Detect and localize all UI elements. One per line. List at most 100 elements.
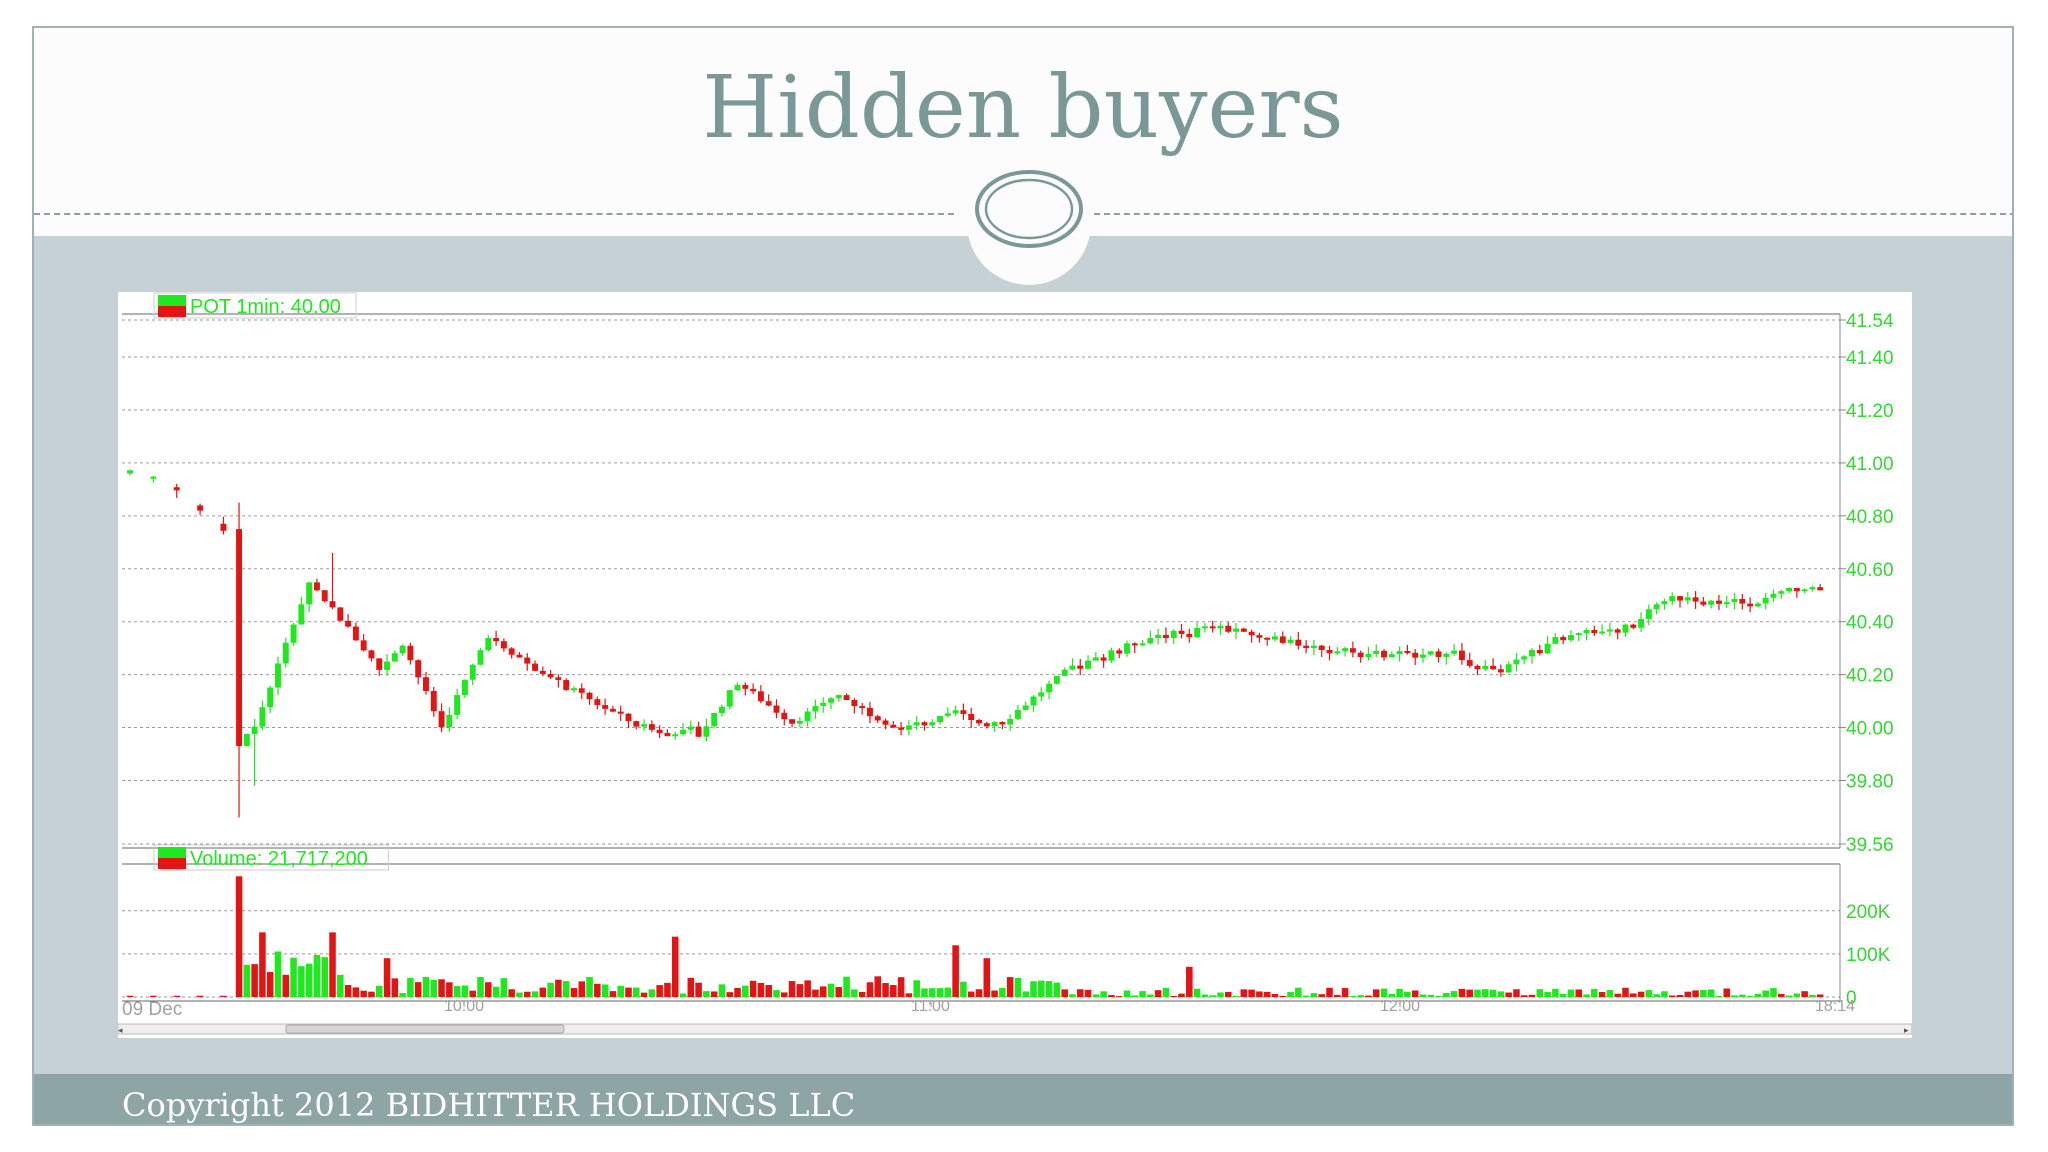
candle-body [687,726,694,730]
candle-body [843,695,850,700]
volume-bar [383,958,391,997]
volume-bar [1263,991,1271,997]
volume-tick-label: 100K [1846,945,1891,966]
candle-body [1233,628,1239,632]
volume-bar [259,932,266,997]
volume-bar [1754,993,1762,997]
candle-body [197,505,204,511]
volume-bar [656,985,663,997]
candle-body [1030,696,1037,706]
volume-bar [1006,977,1014,997]
candle-body [594,699,601,706]
horizontal-scrollbar[interactable]: ◂ ▸ [118,1023,1912,1035]
price-tick-label: 40.60 [1846,560,1894,581]
volume-bar [1162,987,1170,997]
volume-bar [1801,991,1808,997]
volume-bar [1302,995,1310,997]
volume-bar [1630,993,1637,997]
candle-body [968,713,975,720]
scrollbar-thumb[interactable] [285,1024,565,1034]
candle-body [1451,650,1458,654]
candle-body [641,724,648,727]
candle-body [1310,645,1317,649]
candle-body [1404,651,1411,654]
volume-bar [1661,991,1668,997]
volume-bar [531,991,539,997]
volume-bar [1544,991,1551,997]
volume-bar [1334,994,1341,997]
candle-body [251,726,258,735]
candle-body [781,712,788,720]
candle-body [921,722,928,726]
volume-bar [975,989,983,997]
volume-bar [1591,988,1598,997]
candle-body [1287,639,1294,643]
volume-bar [1411,990,1419,997]
candle-body [1373,650,1380,655]
candle-body [1264,637,1271,640]
candle-body [664,733,671,737]
volume-bar [1123,990,1131,997]
candle-body [874,716,881,721]
legend-swatch-down [158,306,186,317]
volume-bar [1793,993,1801,997]
candle-body [734,684,741,691]
candle-body [1568,635,1574,641]
candle-body [173,487,180,491]
volume-bar [344,985,352,997]
volume-bar [1404,991,1411,997]
volume-bar [555,979,562,997]
candle-body [1334,651,1341,654]
volume-bar [960,981,967,997]
volume-bar [866,982,874,997]
volume-bar [1816,994,1824,997]
volume-bar [220,995,227,997]
volume-bar [1248,989,1255,997]
candle-body [1638,619,1645,628]
volume-bar [1310,993,1318,997]
volume-bar [1318,994,1325,997]
candle-body [1357,652,1364,658]
candle-body [1482,665,1489,670]
volume-bar [1528,994,1536,997]
volume-bar [399,993,406,997]
volume-bar [1224,991,1232,997]
volume-bar [492,986,500,997]
volume-bar [1115,996,1123,998]
volume-bar [368,991,375,997]
candle-body [1809,587,1816,590]
volume-bar [422,976,430,997]
copyright-text: Copyright 2012 BIDHITTER HOLDINGS LLC [122,1086,856,1124]
legend-swatch-up [158,847,186,858]
volume-bar [710,991,718,997]
candle-body [1575,633,1582,636]
candle-body [415,660,422,678]
candle-body [1303,645,1310,649]
volume-bar [438,979,445,997]
candle-body [1521,656,1528,660]
volume-bar [1731,995,1738,997]
volume-bar [1045,981,1053,997]
candle-body [1381,650,1387,658]
volume-bar [749,980,757,997]
candle-body [1388,654,1395,658]
volume-bar [1069,994,1076,997]
volume-bar [983,958,991,997]
scroll-left-arrow-icon[interactable]: ◂ [118,1025,123,1035]
volume-bar [243,964,251,997]
legend-box [153,292,357,319]
candle-body [812,705,819,712]
chart-panel: 41.54 41.40 41.20 41.00 40.80 40.60 40.40 40.20… [118,292,1912,1038]
volume-bar [196,995,204,997]
candle-body [656,729,663,734]
volume-bar [586,976,593,997]
scroll-right-arrow-icon[interactable]: ▸ [1904,1025,1909,1035]
volume-bar [1583,994,1590,997]
volume-bar [150,995,157,997]
volume-bar [391,978,399,997]
volume-bar [1567,989,1575,997]
volume-bar [1746,995,1754,997]
volume-bar [1723,988,1731,997]
volume-bar [1154,990,1162,997]
stock-chart: 41.54 41.40 41.20 41.00 40.80 40.60 40.40 40.20… [118,292,1912,1035]
